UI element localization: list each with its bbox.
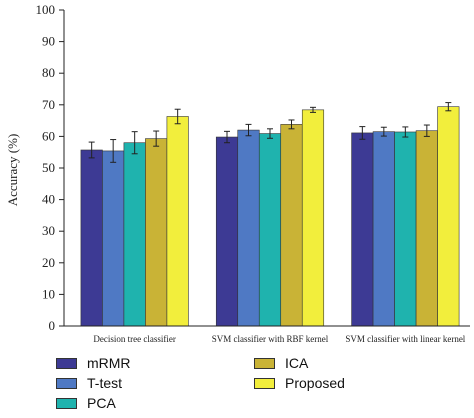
legend-label: ICA [285, 355, 309, 371]
legend-item-pca: PCA [56, 395, 116, 411]
legend-item-t-test: T-test [56, 375, 122, 391]
y-tick-label: 70 [42, 97, 55, 112]
bar-ica [280, 124, 303, 327]
bar-series [80, 102, 460, 327]
y-tick-label: 60 [42, 128, 55, 143]
bar-proposed [301, 109, 325, 327]
y-tick-label: 50 [42, 160, 55, 175]
bar-pca [394, 131, 417, 327]
legend-item-ica: ICA [254, 355, 308, 371]
y-tick-label: 20 [42, 255, 55, 270]
accuracy-bar-chart: 0 10 20 30 40 50 60 70 80 90 100 Decision tree cla… [5, 2, 470, 344]
bar-mrmr [351, 132, 374, 327]
legend-swatch [254, 377, 275, 389]
bar-pca [258, 133, 282, 327]
legend-swatch [56, 377, 77, 389]
bar-ica [145, 138, 168, 327]
y-tick-label: 80 [42, 65, 55, 80]
legend-label: PCA [87, 395, 116, 411]
bar-t-test [237, 129, 260, 327]
bar-ica [415, 130, 438, 327]
x-category-label: SVM classifier with RBF kernel [212, 334, 329, 344]
bar-mrmr [215, 136, 239, 327]
bar-mrmr [80, 149, 103, 327]
legend-swatch [56, 397, 77, 409]
legend-swatch [56, 357, 77, 369]
category-labels: Decision tree classifier SVM classifier w… [93, 334, 465, 344]
legend-item-proposed: Proposed [254, 375, 345, 391]
x-category-label: SVM classifier with linear kernel [345, 334, 465, 344]
axes [63, 10, 470, 327]
y-tick-label: 40 [42, 192, 55, 207]
bar-t-test [372, 131, 395, 327]
y-tick-label: 30 [42, 223, 55, 238]
legend-label: mRMR [87, 355, 131, 371]
legend-label: T-test [87, 375, 123, 391]
legend-swatch [254, 357, 275, 369]
legend-label: Proposed [285, 375, 345, 391]
y-tick-label: 90 [42, 34, 55, 49]
y-axis-label: Accuracy (%) [5, 134, 20, 207]
y-tick-label: 100 [36, 2, 56, 17]
y-tick-label: 10 [42, 286, 55, 301]
bar-pca [123, 142, 146, 327]
y-axis-ticks: 0 10 20 30 40 50 60 70 80 90 100 [36, 2, 64, 333]
x-category-label: Decision tree classifier [93, 334, 175, 344]
bar-proposed [166, 116, 189, 327]
bar-proposed [437, 106, 460, 327]
bar-t-test [102, 150, 125, 327]
y-tick-label: 0 [49, 318, 56, 333]
legend-item-mrmr: mRMR [56, 355, 131, 371]
